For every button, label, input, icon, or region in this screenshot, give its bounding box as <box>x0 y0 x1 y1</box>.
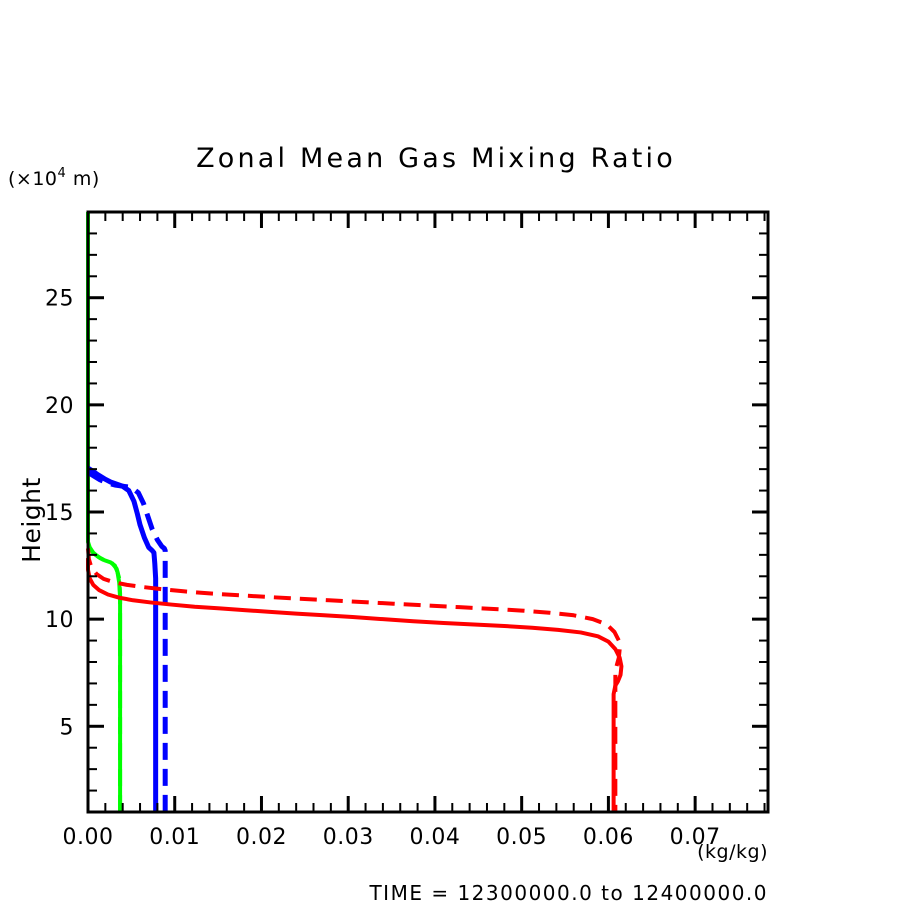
x-tick-label: 0.01 <box>149 825 200 850</box>
x-tick-label: 0.07 <box>670 825 721 850</box>
curve-red-solid <box>86 558 624 812</box>
page-title: Zonal Mean Gas Mixing Ratio <box>196 143 676 174</box>
y-axis-unit-prefix: (×10 <box>8 168 58 190</box>
x-tick-label: 0.02 <box>236 825 287 850</box>
y-tick-label: 25 <box>45 287 74 312</box>
curve-green-dashed <box>86 212 123 812</box>
tick-labels-group: 0.00 0.01 0.02 0.03 0.04 0.05 0.06 0.07 5 10 15 20 2… <box>45 287 721 850</box>
curve-blue-solid <box>86 465 159 812</box>
x-tick-label: 0.00 <box>63 825 114 850</box>
time-annotation: TIME = 12300000.0 to 12400000.0 <box>368 881 768 904</box>
curve-blue-dashed <box>86 470 168 812</box>
y-axis-unit-suffix: m) <box>66 168 99 190</box>
y-axis-unit-label: (×104 m) <box>8 166 100 190</box>
x-tick-label: 0.06 <box>583 825 634 850</box>
y-tick-label: 15 <box>45 501 74 526</box>
x-tick-label: 0.05 <box>496 825 547 850</box>
x-tick-label: 0.04 <box>409 825 460 850</box>
axes-group <box>86 210 770 814</box>
curve-red-dashed <box>86 548 622 812</box>
y-tick-label: 5 <box>60 715 75 740</box>
y-tick-label: 10 <box>45 608 74 633</box>
data-curves-group <box>86 212 624 812</box>
y-axis-unit-exponent: 4 <box>58 166 67 181</box>
x-tick-label: 0.03 <box>323 825 374 850</box>
y-axis-label: Height <box>17 477 46 563</box>
x-axis-unit-label: (kg/kg) <box>697 841 768 863</box>
y-tick-label: 20 <box>45 394 74 419</box>
